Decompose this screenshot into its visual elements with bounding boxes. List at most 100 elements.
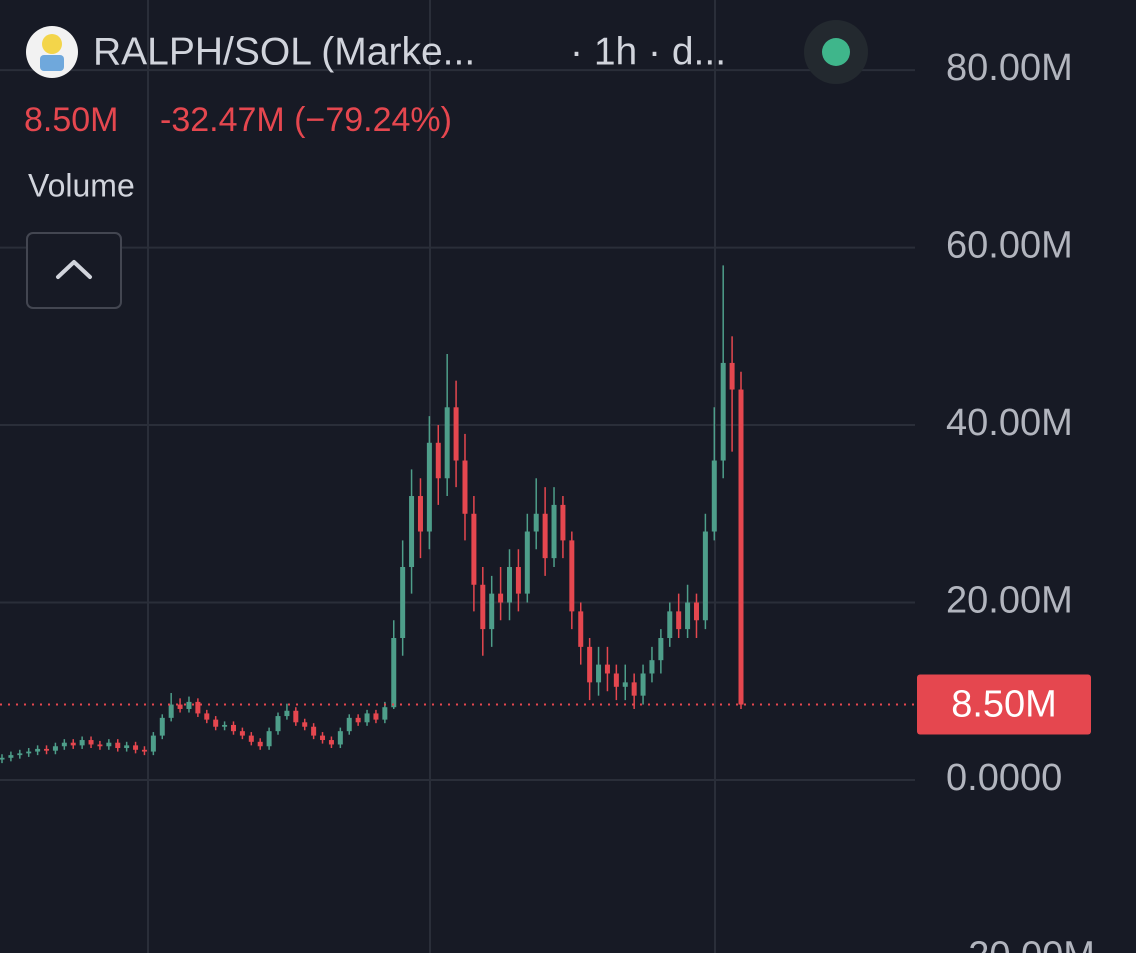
candle-body — [409, 496, 415, 568]
candle-body — [596, 664, 602, 683]
collapse-button[interactable] — [26, 232, 122, 309]
candle-body — [391, 637, 397, 708]
candle-body — [542, 513, 548, 559]
candle-body — [337, 731, 343, 745]
candle-body — [115, 742, 121, 749]
candle-body — [293, 710, 299, 723]
price-tag — [917, 674, 1091, 735]
last-price: 8.50M — [24, 101, 119, 139]
y-tick-label: 0.0000 — [946, 757, 1062, 799]
candle-body — [729, 362, 735, 390]
candle-body — [604, 664, 610, 674]
candle-body — [400, 567, 406, 638]
candle-body — [88, 740, 94, 745]
candle-body — [106, 742, 112, 747]
candle-body — [168, 704, 174, 718]
candle-body — [711, 460, 717, 532]
candle-body — [222, 724, 228, 727]
candle-body — [186, 701, 192, 709]
candle-body — [239, 731, 245, 736]
y-tick-label: 20.00M — [946, 580, 1073, 622]
chevron-icon — [56, 260, 92, 279]
candle-body — [613, 673, 619, 687]
interval[interactable]: · 1h · d... — [570, 30, 726, 73]
candle-body — [248, 735, 254, 742]
candle-body — [649, 660, 655, 674]
status-dot — [822, 38, 850, 66]
candle-body — [498, 593, 504, 603]
indicator-label[interactable]: Volume — [28, 167, 135, 203]
candle-body — [44, 748, 50, 751]
candle-body — [204, 713, 210, 720]
candle-body — [17, 753, 23, 756]
avatar-face — [42, 34, 62, 54]
candle-body — [52, 746, 58, 751]
y-tick-label: 80.00M — [946, 47, 1073, 89]
candle-body — [480, 584, 486, 630]
candle-body — [515, 567, 521, 594]
candle-body — [159, 717, 165, 736]
candle-body — [720, 362, 726, 461]
candle-body — [141, 749, 147, 752]
candle-body — [587, 646, 593, 683]
candle-body — [133, 745, 139, 750]
candle-body — [435, 442, 441, 479]
candle-body — [150, 735, 156, 752]
candle-body — [640, 673, 646, 696]
avatar-body — [40, 55, 64, 71]
price-change: -32.47M (−79.24%) — [160, 101, 452, 139]
candle-body — [426, 442, 432, 532]
candle-body — [275, 716, 281, 732]
candle-body — [0, 757, 5, 760]
candle-body — [257, 741, 263, 747]
legend: RALPH/SOL (Marke... · 1h · d... 8.50M -3… — [24, 20, 868, 309]
y-tick-label: −20.00M — [946, 934, 1095, 953]
candle-body — [302, 722, 308, 727]
plot-layer — [0, 69, 915, 781]
candle-body — [213, 719, 219, 727]
candle-body — [328, 740, 334, 745]
candle-body — [631, 682, 637, 696]
candle-body — [346, 717, 352, 732]
candle-body — [382, 707, 388, 720]
y-tick-label: 40.00M — [946, 402, 1073, 444]
candle-body — [61, 742, 67, 747]
candle-body — [569, 540, 575, 612]
candle-body — [311, 726, 317, 736]
candle-body — [667, 611, 673, 638]
candle-body — [453, 407, 459, 461]
candle-body — [97, 744, 103, 747]
candle-body — [444, 407, 450, 479]
candle-body — [658, 637, 664, 661]
candle-body — [693, 602, 699, 621]
candle-body — [533, 513, 539, 532]
candle-body — [702, 531, 708, 621]
candle-body — [79, 740, 85, 746]
candle-body — [622, 682, 628, 687]
candle-body — [462, 460, 468, 514]
candle-body — [266, 731, 272, 747]
candle-body — [560, 504, 566, 541]
candle-body — [738, 389, 744, 705]
candle-body — [524, 531, 530, 594]
candle-body — [364, 713, 370, 723]
symbol-title[interactable]: RALPH/SOL (Marke... — [93, 30, 475, 73]
candle-body — [578, 611, 584, 647]
candle-body — [70, 742, 76, 746]
y-tick-label: 60.00M — [946, 225, 1073, 267]
candle-body — [8, 755, 14, 758]
candle-body — [124, 745, 130, 749]
candle-body — [551, 504, 557, 559]
price-tag-label: 8.50M — [951, 684, 1057, 726]
candle-body — [35, 748, 41, 752]
candle-body — [230, 724, 236, 732]
candle-body — [177, 704, 183, 709]
candle-body — [471, 513, 477, 585]
candle-body — [417, 496, 423, 532]
candle-body — [373, 713, 379, 720]
candle-body — [355, 717, 361, 723]
candle-body — [676, 611, 682, 630]
